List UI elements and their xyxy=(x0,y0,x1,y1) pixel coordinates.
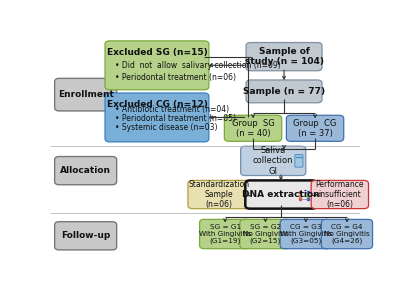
Text: Group  CG
(n = 37): Group CG (n = 37) xyxy=(293,119,337,138)
FancyBboxPatch shape xyxy=(280,219,331,249)
Text: • Periodontal treatment (n=06): • Periodontal treatment (n=06) xyxy=(115,73,236,82)
FancyBboxPatch shape xyxy=(55,157,117,185)
Text: Follow-up: Follow-up xyxy=(61,231,110,240)
FancyBboxPatch shape xyxy=(286,115,344,141)
Text: Performance
insufficient
(n=06): Performance insufficient (n=06) xyxy=(316,180,364,210)
FancyBboxPatch shape xyxy=(246,80,322,103)
Text: • Periodontal treatment (n=05): • Periodontal treatment (n=05) xyxy=(115,114,236,123)
FancyBboxPatch shape xyxy=(105,41,209,90)
Text: Excluded CG (n=12): Excluded CG (n=12) xyxy=(106,100,207,109)
Text: Group  SG
(n = 40): Group SG (n = 40) xyxy=(232,119,274,138)
FancyBboxPatch shape xyxy=(188,180,250,209)
Text: • Systemic disease (n=03): • Systemic disease (n=03) xyxy=(115,123,218,132)
FancyBboxPatch shape xyxy=(200,219,251,249)
FancyBboxPatch shape xyxy=(55,78,117,111)
FancyBboxPatch shape xyxy=(55,222,117,250)
Text: CG = G3
With Gingivitis
(G3=05): CG = G3 With Gingivitis (G3=05) xyxy=(280,224,332,244)
Text: CG = G4
No Gingivitis
(G4=26): CG = G4 No Gingivitis (G4=26) xyxy=(324,224,370,244)
Text: Enrollment: Enrollment xyxy=(58,90,114,99)
FancyBboxPatch shape xyxy=(245,180,317,209)
FancyBboxPatch shape xyxy=(246,43,322,71)
Text: • Did  not  allow  salivary collection (n=09): • Did not allow salivary collection (n=0… xyxy=(115,61,281,70)
Text: DNA extraction: DNA extraction xyxy=(242,190,320,199)
FancyBboxPatch shape xyxy=(322,219,372,249)
FancyBboxPatch shape xyxy=(224,115,282,141)
Text: Allocation: Allocation xyxy=(60,166,111,175)
Text: Standardization
Sample
(n=06): Standardization Sample (n=06) xyxy=(188,180,250,210)
FancyBboxPatch shape xyxy=(105,93,209,142)
FancyBboxPatch shape xyxy=(311,180,368,209)
FancyBboxPatch shape xyxy=(295,155,303,167)
Text: Sample of
study (n = 104): Sample of study (n = 104) xyxy=(244,47,324,66)
Text: SG = G2
No Gingivitis
(G2=15): SG = G2 No Gingivitis (G2=15) xyxy=(242,224,288,244)
Text: SG = G1
With Gingivitis
(G1=19): SG = G1 With Gingivitis (G1=19) xyxy=(199,224,251,244)
Text: • Antibiotic treatment (n=04): • Antibiotic treatment (n=04) xyxy=(115,105,230,114)
Text: Sample (n = 77): Sample (n = 77) xyxy=(243,87,325,96)
Text: Saliva
collection
GI: Saliva collection GI xyxy=(253,146,294,176)
FancyBboxPatch shape xyxy=(240,219,291,249)
Text: Excluded SG (n=15): Excluded SG (n=15) xyxy=(106,48,207,57)
FancyBboxPatch shape xyxy=(241,146,306,175)
